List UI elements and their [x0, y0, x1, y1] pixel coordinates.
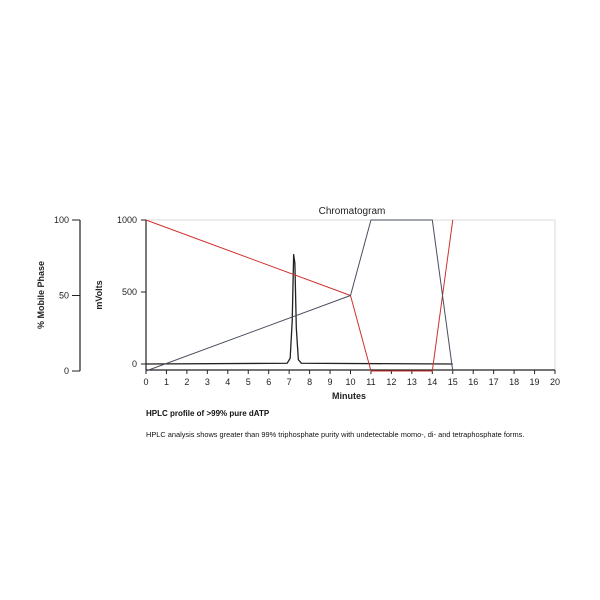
- x-tick-label: 2: [184, 377, 189, 387]
- x-tick-label: 19: [530, 377, 540, 387]
- x-tick-label: 11: [366, 377, 375, 387]
- x-tick-label: 3: [205, 377, 210, 387]
- x-tick-label: 16: [468, 377, 478, 387]
- x-tick-label: 18: [509, 377, 519, 387]
- x-tick-label: 17: [489, 377, 499, 387]
- y-tick-label: 0: [132, 359, 137, 369]
- axes: [79, 220, 555, 371]
- x-tick-label: 5: [246, 377, 251, 387]
- y2-tick-label: 100: [54, 215, 69, 225]
- x-tick-label: 10: [345, 377, 355, 387]
- x-tick-label: 15: [448, 377, 458, 387]
- x-tick-label: 8: [307, 377, 312, 387]
- y2-tick-label: 0: [64, 366, 69, 376]
- gridlines: [146, 219, 556, 370]
- x-tick-label: 13: [407, 377, 417, 387]
- y-axis-title: mVolts: [94, 280, 104, 309]
- x-tick-label: 7: [287, 377, 292, 387]
- caption-title: HPLC profile of >99% pure dATP: [146, 409, 270, 418]
- y2-axis-title: % Mobile Phase: [36, 261, 46, 329]
- x-tick-label: 9: [328, 377, 333, 387]
- y-tick-label: 500: [122, 287, 137, 297]
- ticks: 0 1 2 3 4 5 6 7 8 9 10 11 12 13 14 15 16 17 18 19 2005001000…: [54, 215, 560, 387]
- x-tick-label: 0: [143, 377, 148, 387]
- x-tick-label: 14: [427, 377, 437, 387]
- signal-trace: [145, 253, 453, 365]
- caption-text: HPLC analysis shows greater than 99% tri…: [146, 430, 525, 439]
- y2-tick-label: 50: [59, 291, 69, 301]
- x-tick-label: 6: [266, 377, 271, 387]
- mobile-phase-a-line: [145, 219, 454, 372]
- x-axis-title: Minutes: [332, 391, 366, 401]
- x-tick-label: 20: [550, 377, 560, 387]
- series: [145, 219, 454, 372]
- x-tick-label: 1: [164, 377, 169, 387]
- chart-title: Chromatogram: [319, 206, 386, 217]
- y-tick-label: 1000: [117, 215, 137, 225]
- x-tick-label: 12: [386, 377, 396, 387]
- mobile-phase-b-line: [145, 219, 454, 372]
- x-tick-label: 4: [225, 377, 230, 387]
